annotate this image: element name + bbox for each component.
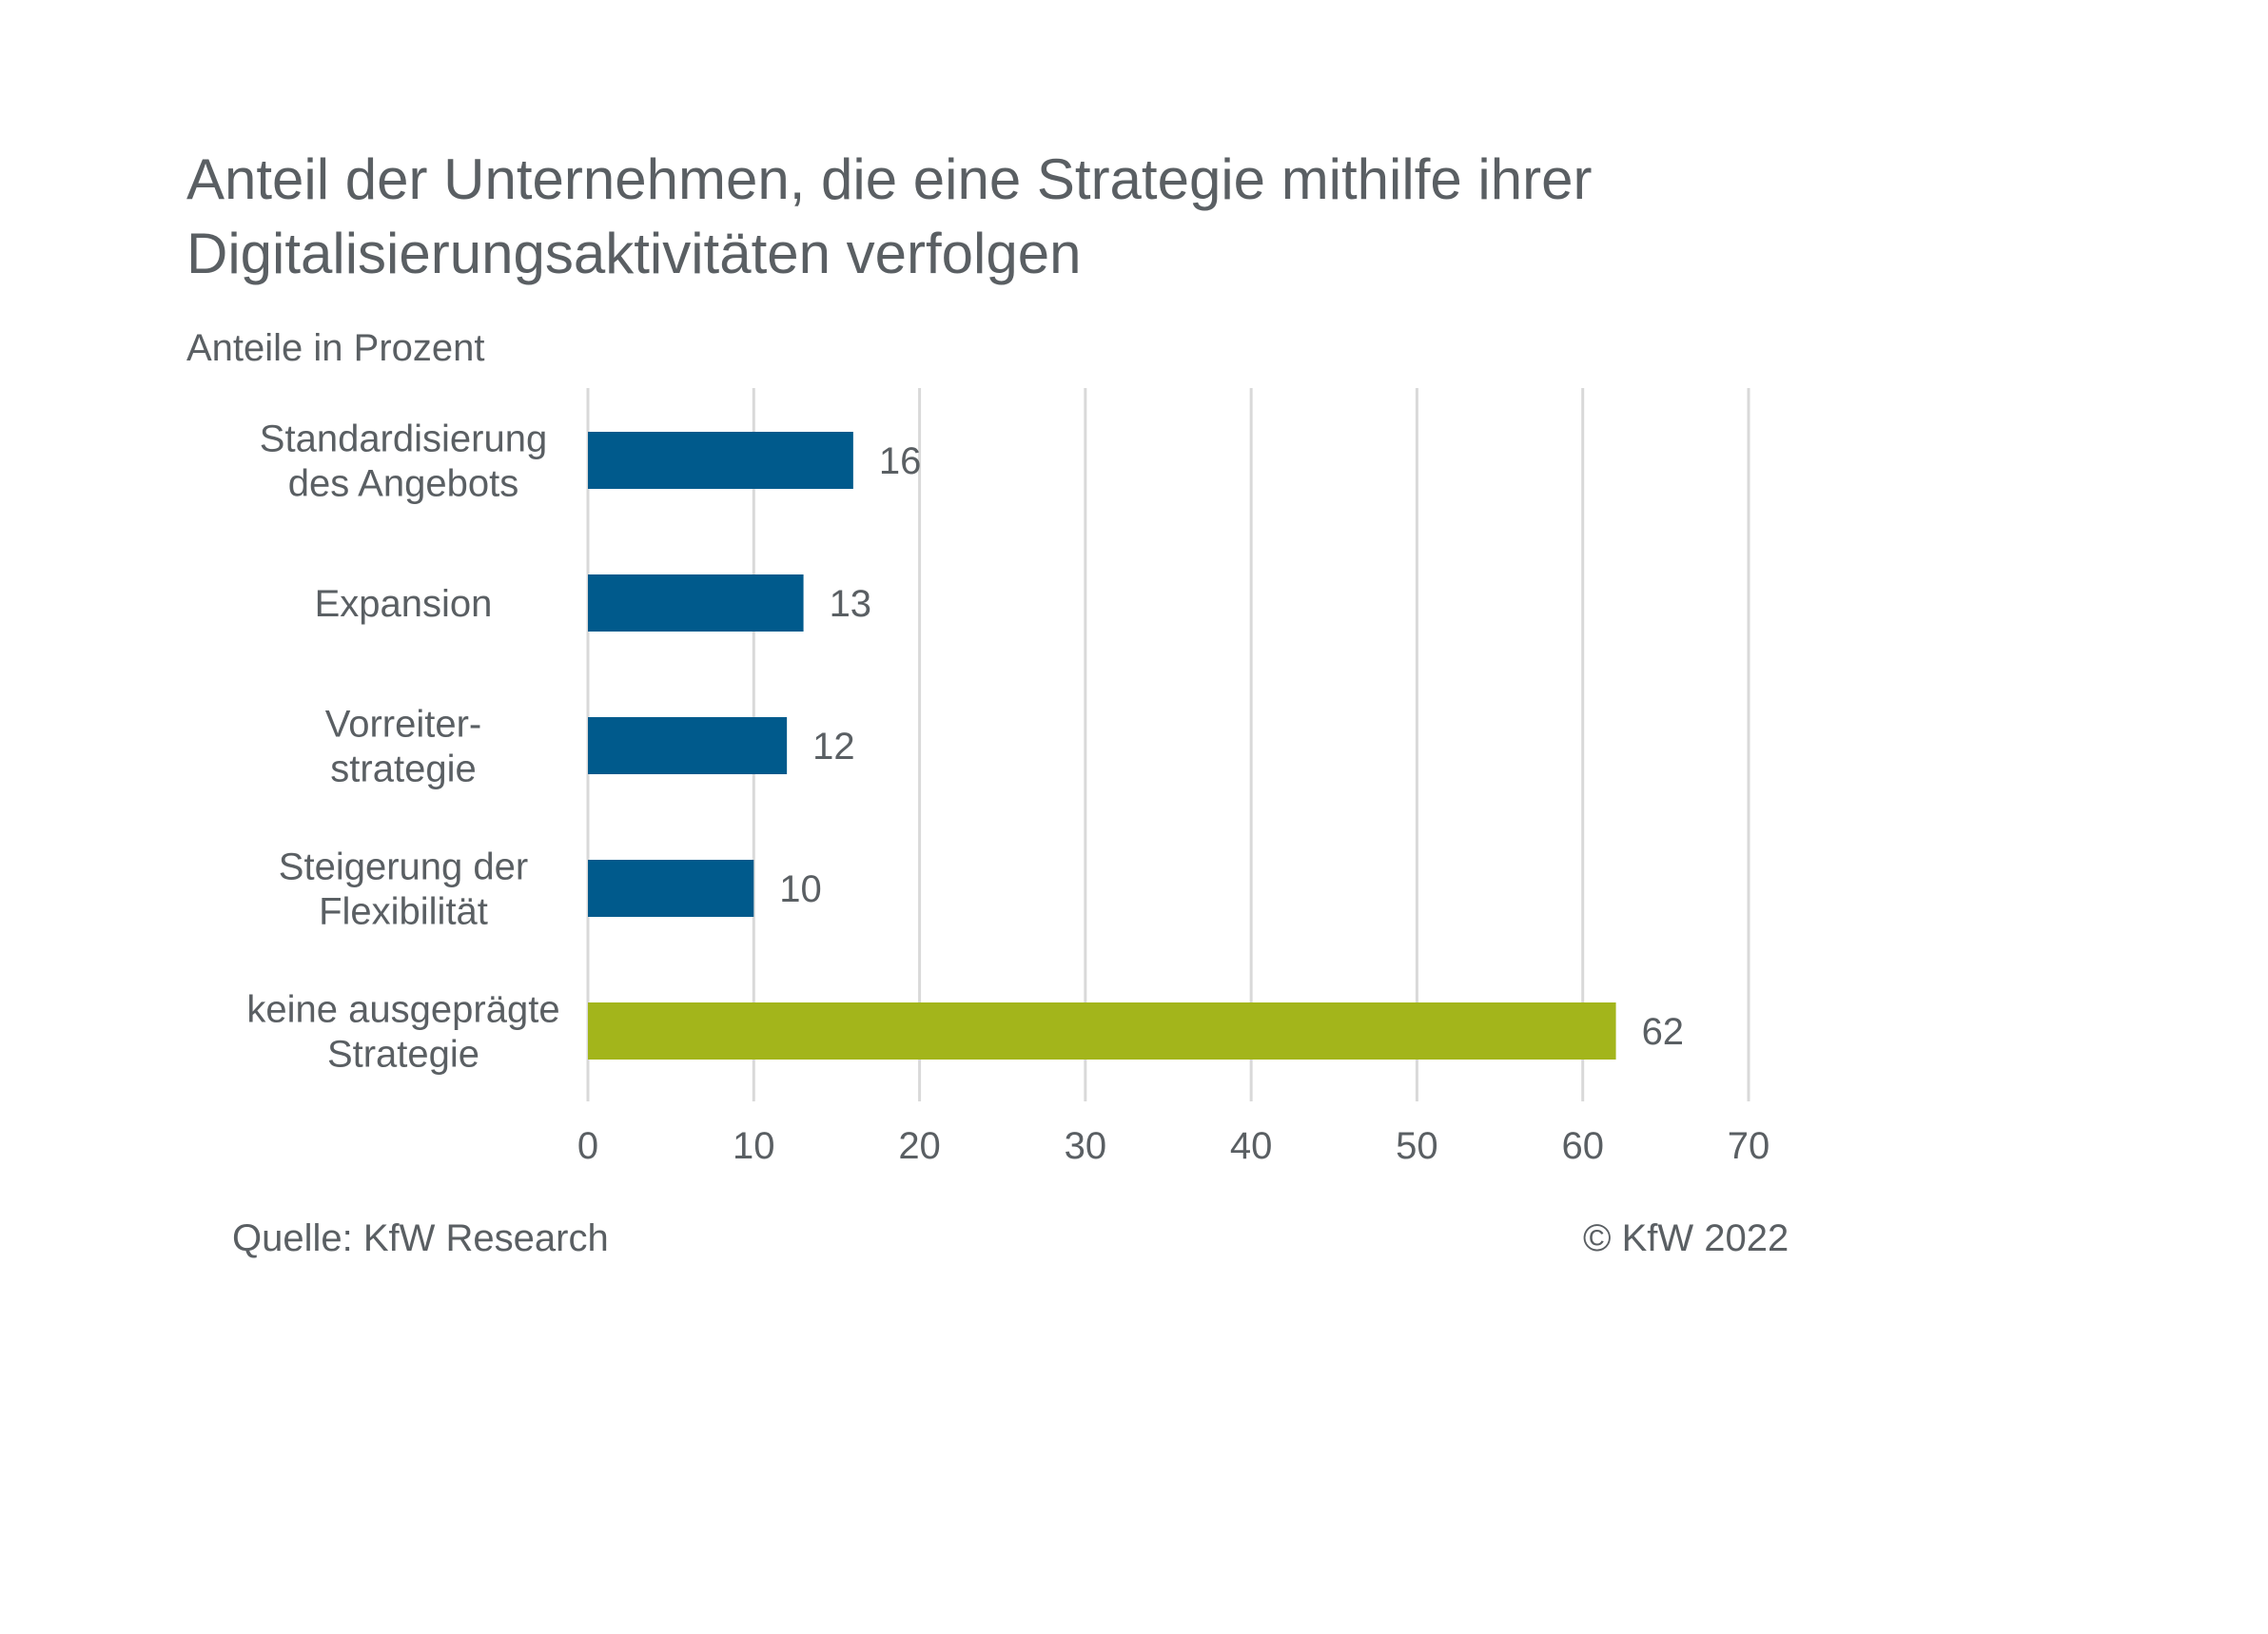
bars	[588, 432, 1616, 1060]
bar	[588, 574, 804, 632]
bar	[588, 717, 788, 774]
x-tick-label: 40	[1230, 1125, 1273, 1167]
data-label: 62	[1642, 1011, 1685, 1053]
x-tick-label: 50	[1396, 1125, 1438, 1167]
data-label: 12	[812, 726, 855, 768]
category-label: Vorreiter-strategie	[325, 704, 482, 790]
x-tick-label: 10	[733, 1125, 775, 1167]
x-tick-label: 60	[1561, 1125, 1604, 1167]
category-label: keine ausgeprägte Strategie	[246, 989, 559, 1076]
x-tick-label: 30	[1065, 1125, 1107, 1167]
source-note: Quelle: KfW Research	[232, 1217, 609, 1259]
x-tick-label: 20	[898, 1125, 941, 1167]
category-label: Steigerung der Flexibilität	[279, 846, 528, 933]
bar	[588, 1002, 1616, 1060]
data-label: 13	[830, 583, 872, 625]
copyright-note: © KfW 2022	[1583, 1217, 1789, 1259]
bar	[588, 432, 853, 489]
data-label: 10	[779, 868, 822, 910]
labels: 0 10 20 30 40 50 60 70 16 Standardisierung des Ang…	[246, 418, 1769, 1168]
x-tick-label: 70	[1728, 1125, 1770, 1167]
chart-subtitle: Anteile in Prozent	[186, 327, 485, 369]
category-label: Standardisierung des Angebots	[260, 418, 547, 505]
bar	[588, 860, 754, 917]
data-label: 16	[879, 440, 922, 482]
x-tick-label: 0	[577, 1125, 598, 1167]
chart-title: Anteil der Unternehmen, die eine Strateg…	[186, 147, 1593, 285]
category-label: Expansion	[315, 583, 493, 625]
